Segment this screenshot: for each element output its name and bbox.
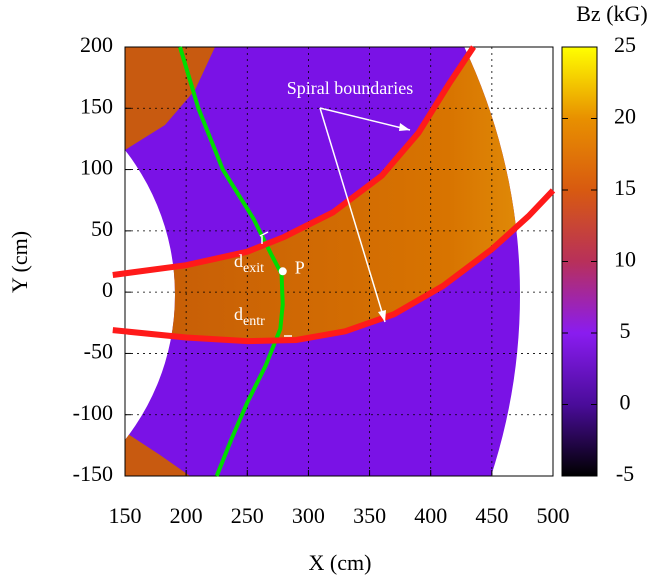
y-tick-label: -150 bbox=[73, 461, 113, 486]
colorbar-tick-label: -5 bbox=[616, 461, 634, 486]
y-tick-label: -50 bbox=[84, 338, 113, 363]
plot-frame bbox=[124, 46, 554, 477]
x-tick-label: 400 bbox=[414, 503, 447, 528]
x-tick-label: 300 bbox=[292, 503, 325, 528]
y-axis-label: Y (cm) bbox=[7, 231, 32, 293]
y-tick-label: 150 bbox=[80, 93, 113, 118]
x-tick-label: 350 bbox=[353, 503, 386, 528]
colorbar-tick-label: 10 bbox=[614, 247, 636, 272]
annotation: dentr bbox=[234, 304, 265, 329]
colorbar-tick-label: 15 bbox=[614, 175, 636, 200]
y-tick-label: 0 bbox=[102, 277, 113, 302]
hill-region bbox=[125, 47, 520, 342]
x-tick-label: 450 bbox=[475, 503, 508, 528]
y-tick-label: 50 bbox=[91, 216, 113, 241]
colorbar-tick-label: 5 bbox=[620, 318, 631, 343]
point-label: P bbox=[295, 257, 305, 277]
series-line bbox=[178, 46, 285, 477]
y-tick-label: 100 bbox=[80, 155, 113, 180]
colorbar-label: Bz (kG) bbox=[576, 1, 647, 26]
x-tick-label: 500 bbox=[537, 503, 570, 528]
hill-region bbox=[125, 432, 190, 476]
distance-mark bbox=[259, 231, 269, 237]
x-axis-label: X (cm) bbox=[309, 550, 372, 575]
hill-region bbox=[125, 47, 215, 150]
field-map bbox=[125, 47, 520, 476]
annotation: Spiral boundaries bbox=[287, 78, 413, 98]
series-line bbox=[112, 188, 556, 345]
x-tick-label: 250 bbox=[231, 503, 264, 528]
arrow bbox=[319, 107, 411, 131]
x-tick-label: 200 bbox=[170, 503, 203, 528]
colorbar-tick-label: 0 bbox=[620, 390, 631, 415]
series-line bbox=[112, 45, 477, 278]
y-tick-label: -100 bbox=[73, 400, 113, 425]
arrow bbox=[319, 107, 386, 323]
annotation: dexit bbox=[234, 251, 264, 276]
y-tick-label: 200 bbox=[80, 32, 113, 57]
point bbox=[278, 267, 287, 276]
colorbar-tick-label: 20 bbox=[614, 104, 636, 129]
x-tick-label: 150 bbox=[109, 503, 142, 528]
colorbar-tick-label: 25 bbox=[614, 32, 636, 57]
